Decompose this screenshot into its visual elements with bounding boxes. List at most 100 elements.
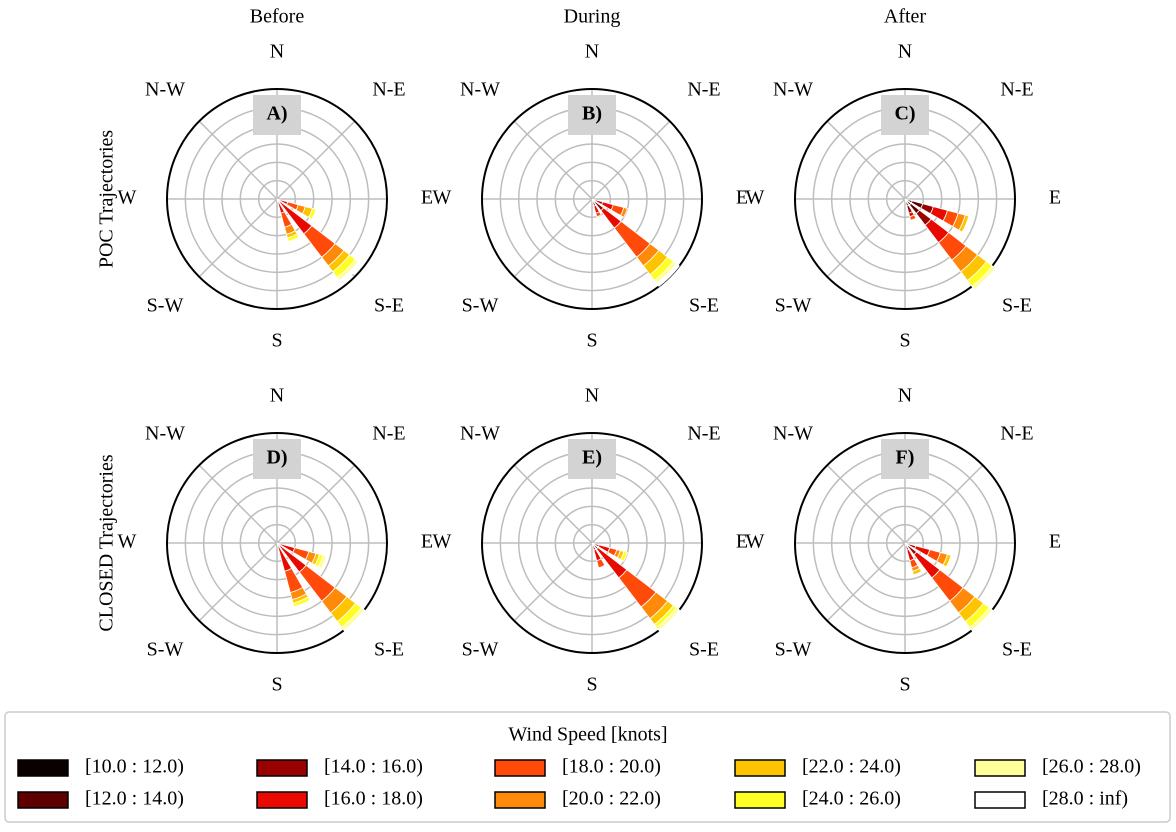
direction-label: S bbox=[271, 674, 282, 696]
direction-label: S-W bbox=[462, 639, 499, 661]
legend-swatch bbox=[974, 791, 1026, 809]
direction-label: N bbox=[585, 385, 599, 407]
panel-label: B) bbox=[582, 103, 602, 125]
direction-label: N bbox=[270, 41, 284, 63]
direction-label: W bbox=[433, 187, 452, 209]
legend-swatch bbox=[734, 791, 786, 809]
direction-label: N-W bbox=[460, 423, 500, 445]
direction-label: N-E bbox=[1000, 423, 1033, 445]
legend-label: [22.0 : 24.0) bbox=[802, 756, 901, 778]
direction-label: S-W bbox=[462, 295, 499, 317]
direction-label: E bbox=[736, 531, 748, 553]
direction-label: N-W bbox=[773, 423, 813, 445]
direction-label: W bbox=[118, 187, 137, 209]
direction-label: E bbox=[736, 187, 748, 209]
row-label: POC Trajectories bbox=[96, 130, 118, 269]
legend-label: [16.0 : 18.0) bbox=[324, 788, 423, 810]
wedge bbox=[942, 553, 952, 568]
direction-label: N-W bbox=[145, 423, 185, 445]
wedge bbox=[971, 265, 996, 290]
legend-swatch bbox=[17, 759, 69, 777]
wedge bbox=[620, 551, 628, 562]
legend-label: [20.0 : 22.0) bbox=[562, 788, 661, 810]
outer-ring bbox=[481, 432, 703, 654]
wedge bbox=[292, 596, 311, 608]
wedge bbox=[317, 554, 328, 570]
direction-label: N bbox=[898, 41, 912, 63]
panel-label-box bbox=[881, 95, 929, 135]
wedge bbox=[286, 233, 300, 242]
legend-title: Wind Speed [knots] bbox=[508, 724, 667, 746]
legend-swatch bbox=[17, 791, 69, 809]
wedge bbox=[596, 558, 606, 569]
wedge bbox=[912, 567, 923, 576]
wedge bbox=[658, 609, 683, 634]
direction-label: N-E bbox=[372, 423, 405, 445]
direction-label: W bbox=[746, 187, 765, 209]
wedge bbox=[343, 609, 368, 634]
direction-label: S-W bbox=[147, 295, 184, 317]
panel-label: E) bbox=[582, 447, 602, 469]
direction-label: E bbox=[1049, 187, 1061, 209]
legend-swatch bbox=[734, 759, 786, 777]
direction-label: W bbox=[746, 531, 765, 553]
wedge bbox=[909, 214, 917, 221]
direction-label: S bbox=[899, 674, 910, 696]
panel-label-box bbox=[881, 439, 929, 479]
direction-label: S-W bbox=[147, 639, 184, 661]
legend-swatch bbox=[494, 759, 546, 777]
direction-label: S-E bbox=[1002, 639, 1032, 661]
direction-label: N-E bbox=[1000, 79, 1033, 101]
legend-swatch bbox=[256, 759, 308, 777]
direction-label: E bbox=[421, 187, 433, 209]
direction-label: N-E bbox=[372, 79, 405, 101]
panel-label: A) bbox=[266, 103, 287, 125]
panel-label: D) bbox=[266, 447, 287, 469]
outer-ring bbox=[166, 88, 388, 310]
legend-label: [14.0 : 16.0) bbox=[324, 756, 423, 778]
row-label: CLOSED Trajectories bbox=[96, 454, 118, 631]
direction-label: E bbox=[1049, 531, 1061, 553]
direction-label: S-W bbox=[775, 295, 812, 317]
column-title: During bbox=[564, 6, 621, 28]
direction-label: N bbox=[585, 41, 599, 63]
panel-label-box bbox=[253, 95, 301, 135]
legend-label: [28.0 : inf) bbox=[1042, 788, 1128, 810]
direction-label: N bbox=[270, 385, 284, 407]
direction-label: W bbox=[433, 531, 452, 553]
direction-label: S-E bbox=[1002, 295, 1032, 317]
direction-label: E bbox=[421, 531, 433, 553]
direction-label: N-W bbox=[773, 79, 813, 101]
direction-label: S bbox=[586, 330, 597, 352]
outer-ring bbox=[481, 88, 703, 310]
direction-label: N bbox=[898, 385, 912, 407]
column-title: After bbox=[884, 6, 927, 28]
direction-label: S bbox=[899, 330, 910, 352]
column-title: Before bbox=[250, 6, 305, 28]
panel-label-box bbox=[253, 439, 301, 479]
wedge bbox=[308, 208, 317, 220]
direction-label: S-W bbox=[775, 639, 812, 661]
direction-label: S-E bbox=[689, 295, 719, 317]
panel-label: C) bbox=[894, 103, 915, 125]
direction-label: S bbox=[271, 330, 282, 352]
direction-label: S-E bbox=[374, 295, 404, 317]
legend-label: [12.0 : 14.0) bbox=[85, 788, 184, 810]
direction-label: W bbox=[118, 531, 137, 553]
direction-label: N-E bbox=[687, 423, 720, 445]
legend-swatch bbox=[494, 791, 546, 809]
wedge bbox=[595, 211, 602, 218]
outer-ring bbox=[794, 88, 1016, 310]
legend-label: [26.0 : 28.0) bbox=[1042, 756, 1141, 778]
wedge bbox=[958, 214, 970, 233]
legend-swatch bbox=[256, 791, 308, 809]
legend-label: [24.0 : 26.0) bbox=[802, 788, 901, 810]
panel-label-box bbox=[568, 95, 616, 135]
direction-label: N-W bbox=[145, 79, 185, 101]
outer-ring bbox=[794, 432, 1016, 654]
wedge bbox=[656, 263, 680, 287]
direction-label: N-W bbox=[460, 79, 500, 101]
direction-label: S-E bbox=[689, 639, 719, 661]
panel-label: F) bbox=[896, 447, 915, 469]
